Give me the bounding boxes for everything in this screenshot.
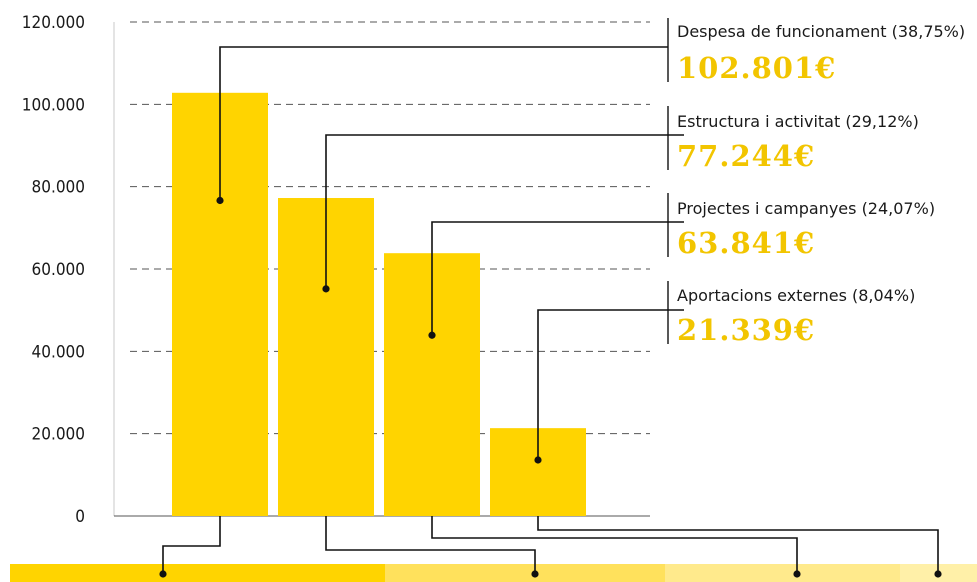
y-tick-label: 40.000 [32, 342, 86, 362]
strip-dot [793, 570, 801, 578]
legend-label: Projectes i campanyes (24,07%) [677, 199, 935, 218]
y-tick-label: 120.000 [22, 13, 85, 33]
legend: Despesa de funcionament (38,75%) 102.801€… [667, 18, 965, 347]
share-strip-segment [385, 564, 665, 582]
strip-connector [325, 516, 536, 574]
legend-value: 63.841€ [677, 226, 815, 260]
strip-connector [162, 516, 221, 574]
share-strip [10, 564, 977, 582]
strip-dot [159, 570, 167, 578]
strip-connector [537, 516, 939, 574]
legend-connector [431, 221, 684, 336]
legend-connector [325, 134, 684, 289]
legend-label: Aportacions externes (8,04%) [677, 286, 915, 305]
connector-lines [159, 46, 942, 578]
y-tick-label: 0 [75, 507, 85, 527]
legend-value: 102.801€ [677, 51, 836, 85]
bar-dot [216, 196, 224, 205]
strip-connector [431, 516, 798, 574]
y-tick-label: 100.000 [22, 95, 85, 115]
bar-dot [534, 456, 542, 464]
bar-dot [322, 285, 330, 293]
y-tick-label: 60.000 [32, 260, 86, 280]
legend-connector [537, 309, 684, 460]
legend-label: Estructura i activitat (29,12%) [677, 112, 919, 131]
share-strip-segment [665, 564, 900, 582]
strip-dot [531, 570, 539, 578]
legend-value: 77.244€ [677, 139, 815, 173]
legend-connector [219, 46, 668, 201]
bars [172, 92, 586, 517]
legend-label: Despesa de funcionament (38,75%) [677, 22, 965, 41]
share-strip-segment [10, 564, 385, 582]
y-tick-label: 20.000 [32, 425, 86, 445]
legend-value: 21.339€ [677, 313, 815, 347]
strip-dot [934, 570, 942, 578]
y-tick-label: 80.000 [32, 178, 86, 198]
bar-dot [428, 331, 436, 339]
